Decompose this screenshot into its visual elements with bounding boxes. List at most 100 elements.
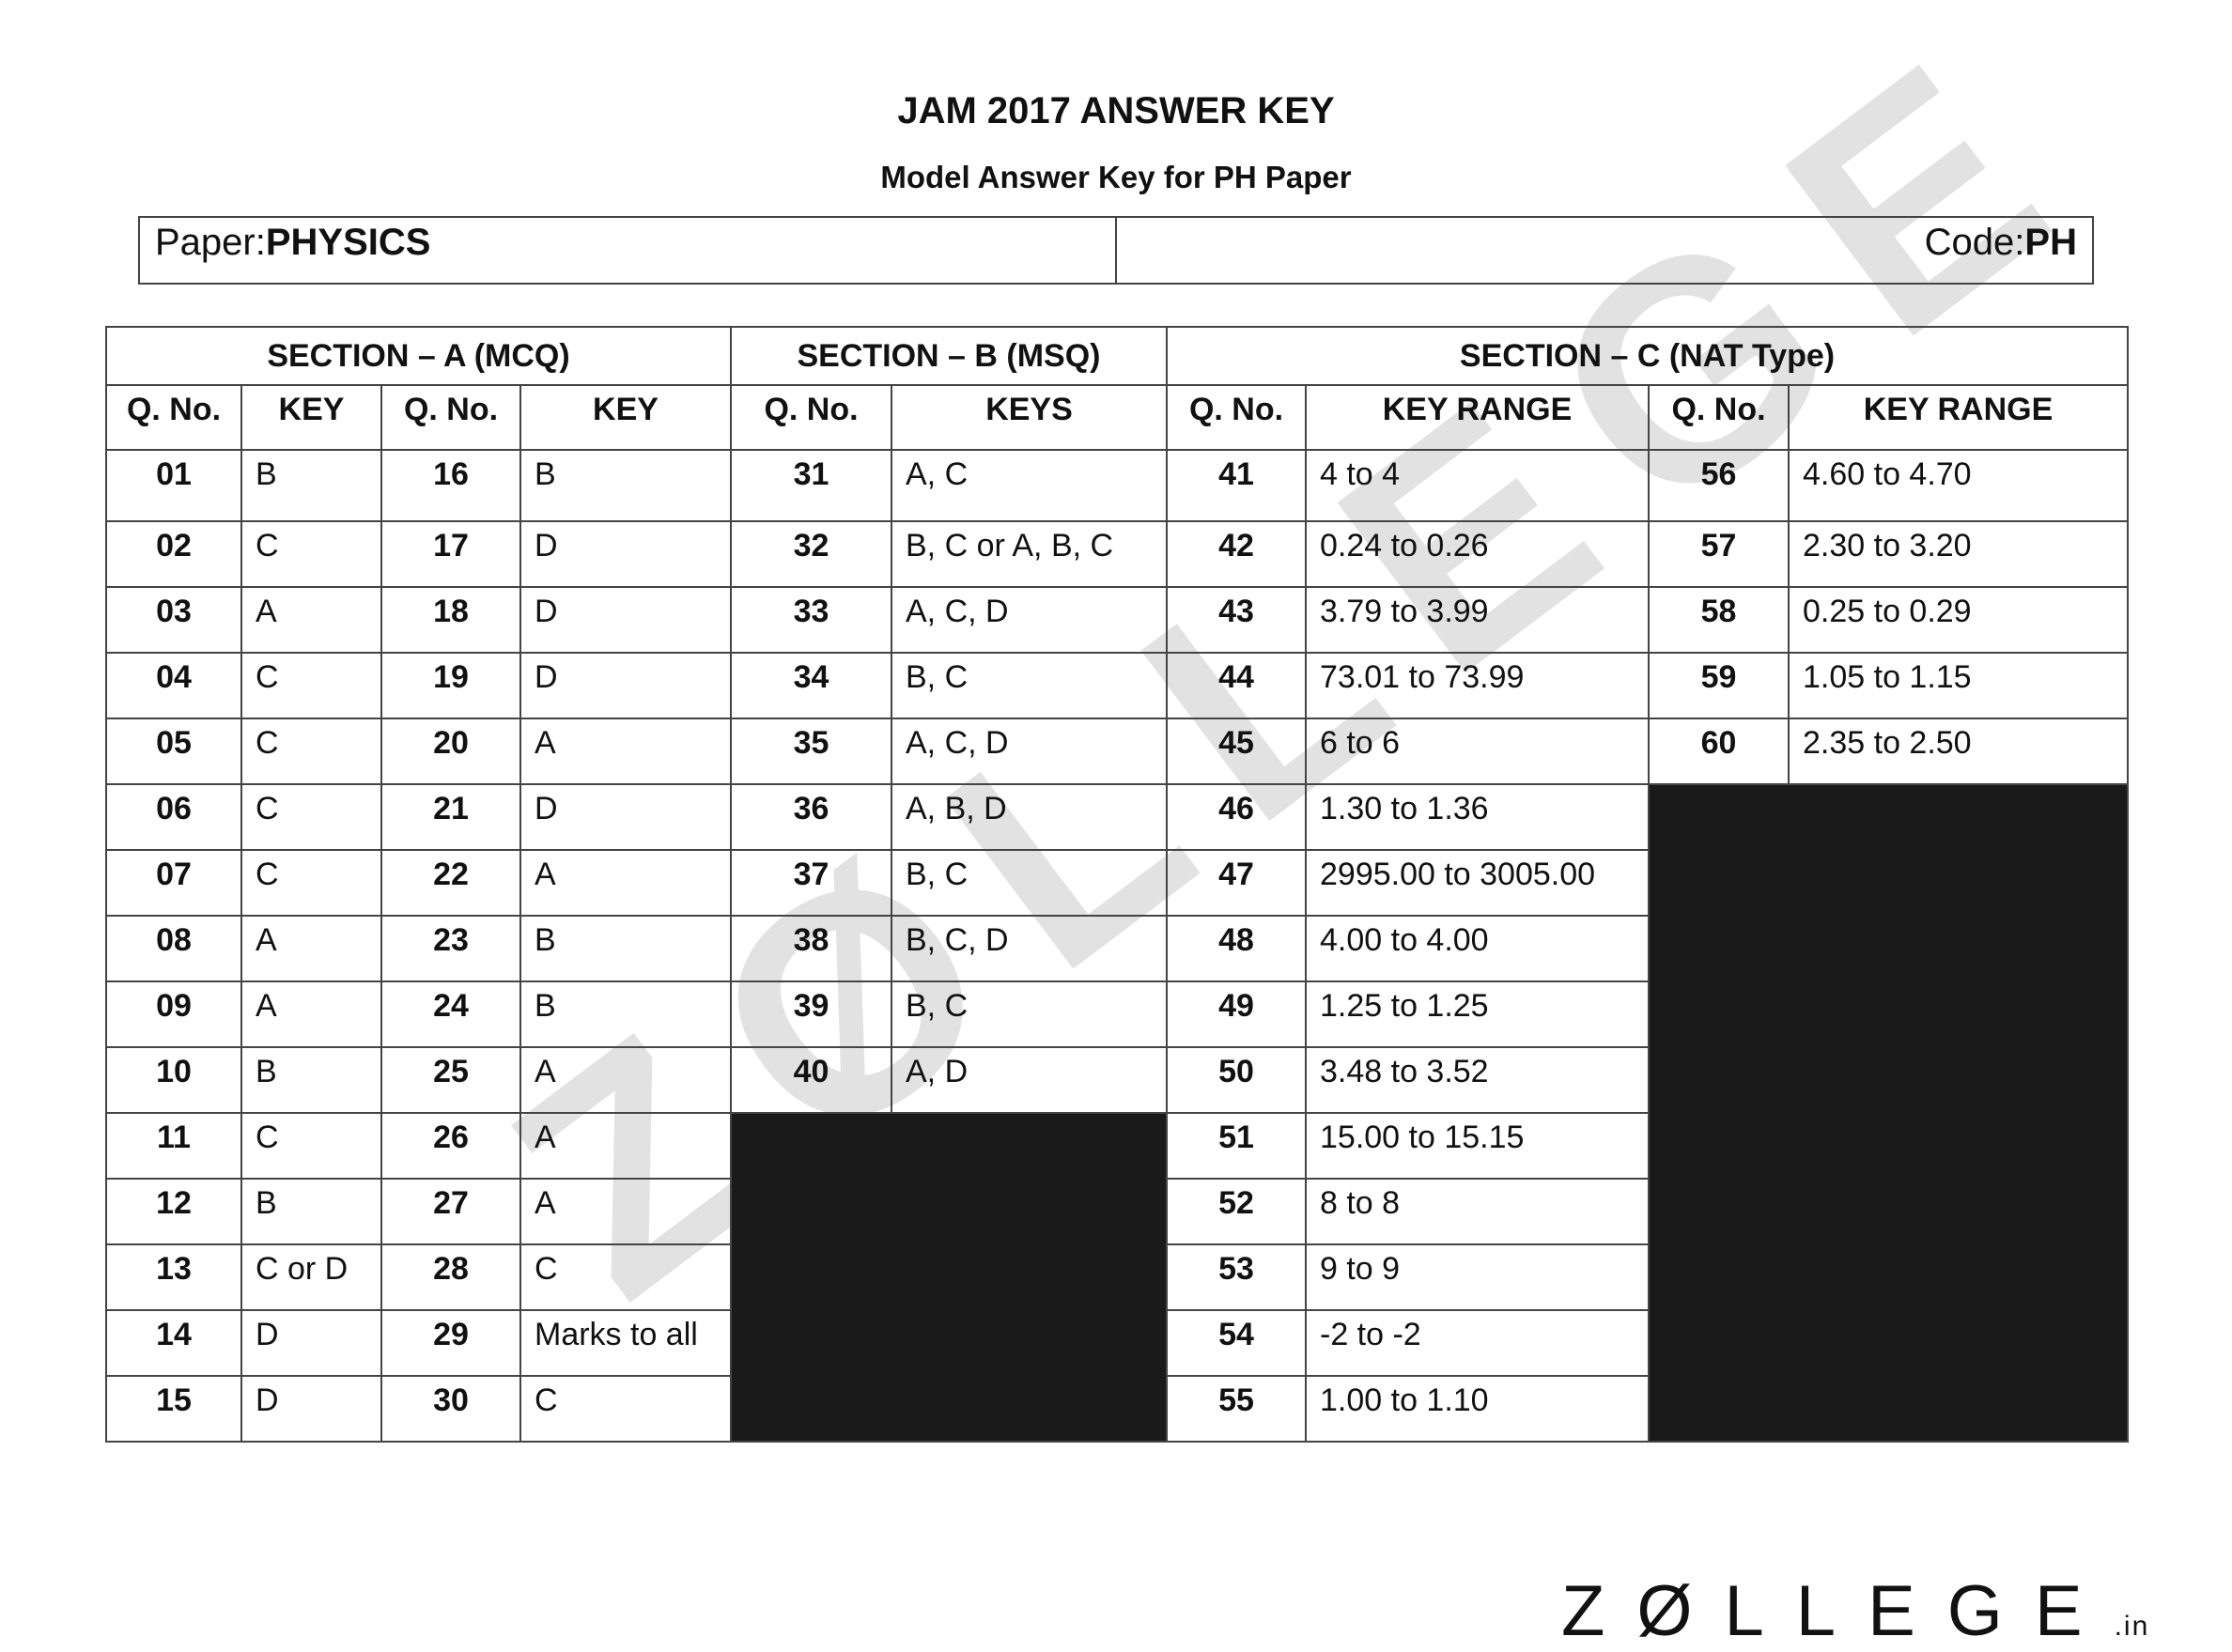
paper-info-box: Paper:PHYSICS Code:PH [138,216,2094,285]
answer-key-cell: A [240,586,382,654]
question-number-cell: 29 [380,1309,521,1377]
question-number-cell: 38 [730,915,892,982]
question-number-cell: 47 [1166,849,1307,917]
column-header-qno: Q. No. [1166,384,1307,451]
answer-key-cell: D [240,1375,382,1443]
question-number-cell: 51 [1166,1112,1307,1180]
answer-key-cell: A, C [891,449,1168,522]
question-number-cell: 59 [1648,652,1790,719]
question-number-cell: 08 [105,915,242,982]
question-number-cell: 58 [1648,586,1790,654]
answer-key-cell: A [240,980,382,1048]
answer-key-cell: 8 to 8 [1305,1178,1650,1245]
answer-key-cell: C [240,849,382,917]
question-number-cell: 24 [380,980,521,1048]
column-header-key: KEY [519,384,732,451]
question-number-cell: 36 [730,783,892,851]
question-number-cell: 49 [1166,980,1307,1048]
question-number-cell: 19 [380,652,521,719]
table-row: 08 A 23 B 38 B, C, D 48 4.00 to 4.00 [105,915,2128,982]
answer-key-cell: A, B, D [891,783,1168,851]
answer-key-cell: A, C, D [891,718,1168,785]
table-row: 13 C or D 28 C 53 9 to 9 [105,1243,2128,1311]
section-b-blackout [730,1112,1168,1443]
question-number-cell: 55 [1166,1375,1307,1443]
question-number-cell: 42 [1166,520,1307,588]
question-number-cell: 57 [1648,520,1790,588]
paper-value: PHYSICS [265,222,431,263]
column-header-qno: Q. No. [380,384,521,451]
answer-key-cell: 4 to 4 [1305,449,1650,522]
table-row: 14 D 29 Marks to all 54 -2 to -2 [105,1309,2128,1377]
answer-key-cell: 0.25 to 0.29 [1787,586,2130,654]
question-number-cell: 43 [1166,586,1307,654]
question-number-cell: 34 [730,652,892,719]
code-value: PH [2024,222,2077,263]
question-number-cell: 27 [380,1178,521,1245]
table-row: 03 A 18 D 33 A, C, D 43 3.79 to 3.99 58 0.25 to 0… [105,586,2130,654]
answer-key-cell: C [240,1112,382,1180]
question-number-cell: 16 [380,449,521,522]
table-row: 15 D 30 C 55 1.00 to 1.10 [105,1375,2128,1443]
question-number-cell: 41 [1166,449,1307,522]
question-number-cell: 53 [1166,1243,1307,1311]
question-number-cell: 04 [105,652,242,719]
paper-label: Paper: [155,222,266,263]
answer-key-cell: C or D [240,1243,382,1311]
question-number-cell: 23 [380,915,521,982]
question-number-cell: 03 [105,586,242,654]
table-row: 12 B 27 A 52 8 to 8 [105,1178,2128,1245]
question-number-cell: 26 [380,1112,521,1180]
question-number-cell: 32 [730,520,892,588]
answer-key-cell: 3.79 to 3.99 [1305,586,1650,654]
question-number-cell: 50 [1166,1046,1307,1114]
answer-key-cell: A, D [891,1046,1168,1114]
answer-key-cell: 1.30 to 1.36 [1305,783,1650,851]
answer-key-cell: D [519,783,732,851]
answer-key-cell: C [240,520,382,588]
table-row: 09 A 24 B 39 B, C 49 1.25 to 1.25 [105,980,2128,1048]
question-number-cell: 52 [1166,1178,1307,1245]
paper-field: Paper:PHYSICS [140,218,1117,283]
question-number-cell: 02 [105,520,242,588]
answer-key-cell: A [519,1046,732,1114]
answer-key-cell: 2995.00 to 3005.00 [1305,849,1650,917]
answer-key-cell: A, C, D [891,586,1168,654]
answer-key-cell: B, C [891,849,1168,917]
column-header-key: KEYS [891,384,1168,451]
answer-key-cell: 3.48 to 3.52 [1305,1046,1650,1114]
question-number-cell: 45 [1166,718,1307,785]
table-row: 02 C 17 D 32 B, C or A, B, C 42 0.24 to 0.26 57 2… [105,520,2130,588]
question-number-cell: 01 [105,449,242,522]
question-number-cell: 18 [380,586,521,654]
question-number-cell: 56 [1648,449,1790,522]
answer-key-cell: A [519,718,732,785]
code-label: Code: [1924,222,2025,263]
answer-key-cell: 4.00 to 4.00 [1305,915,1650,982]
question-number-cell: 31 [730,449,892,522]
question-number-cell: 54 [1166,1309,1307,1377]
answer-key-cell: B [519,980,732,1048]
question-number-cell: 09 [105,980,242,1048]
table-row: 04 C 19 D 34 B, C 44 73.01 to 73.99 59 1.05 to 1.… [105,652,2130,719]
answer-key-cell: D [519,652,732,719]
question-number-cell: 28 [380,1243,521,1311]
answer-key-cell: -2 to -2 [1305,1309,1650,1377]
question-number-cell: 37 [730,849,892,917]
answer-key-cell: B, C [891,652,1168,719]
question-number-cell: 06 [105,783,242,851]
answer-key-cell: D [519,520,732,588]
table-row: 10 B 25 A 40 A, D 50 3.48 to 3.52 [105,1046,2128,1114]
answer-key-cell: Marks to all [519,1309,732,1377]
section-a-header: SECTION – A (MCQ) [105,326,732,386]
question-number-cell: 13 [105,1243,242,1311]
column-header-key: KEY RANGE [1787,384,2130,451]
answer-key-cell: A [240,915,382,982]
question-number-cell: 20 [380,718,521,785]
column-header-key: KEY RANGE [1305,384,1650,451]
answer-key-cell: B, C, D [891,915,1168,982]
table-row: 07 C 22 A 37 B, C 47 2995.00 to 3005.00 [105,849,2128,917]
answer-key-cell: 1.00 to 1.10 [1305,1375,1650,1443]
answer-key-cell: B [519,449,732,522]
zollege-logo: ZØLLEGE.in [1561,1571,2150,1651]
